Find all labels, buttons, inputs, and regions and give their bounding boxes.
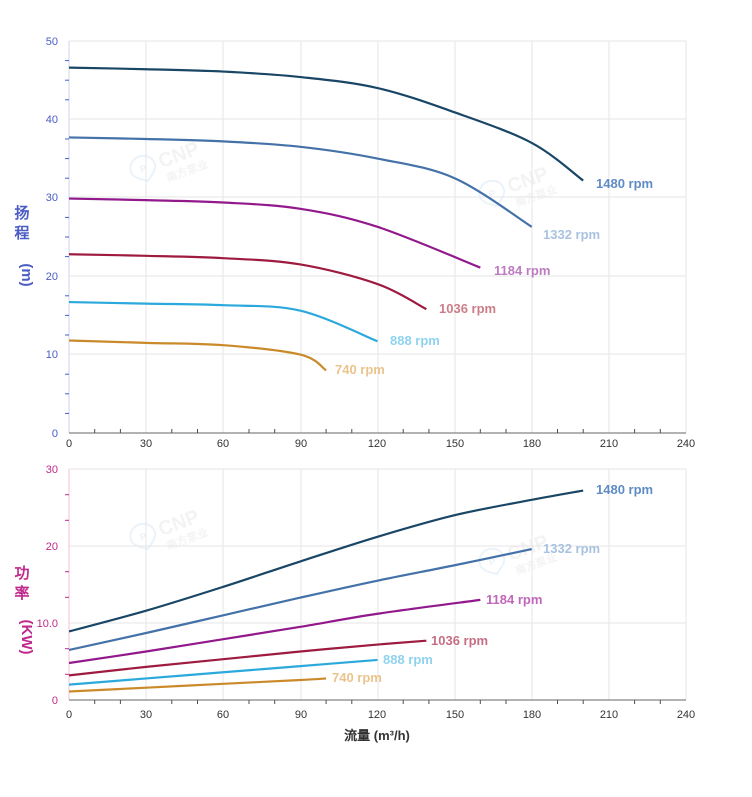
svg-text:150: 150: [446, 709, 464, 721]
svg-text:740 rpm: 740 rpm: [332, 670, 382, 685]
svg-text:流量 (m³/h): 流量 (m³/h): [344, 728, 410, 743]
svg-text:40: 40: [46, 114, 58, 126]
svg-text:210: 210: [600, 438, 618, 450]
svg-text:30: 30: [140, 438, 152, 450]
svg-text:(KW): (KW): [18, 620, 35, 655]
svg-text:120: 120: [368, 438, 386, 450]
svg-text:60: 60: [217, 709, 229, 721]
svg-text:740 rpm: 740 rpm: [335, 362, 385, 377]
svg-text:30: 30: [140, 709, 152, 721]
svg-text:30: 30: [46, 192, 58, 204]
svg-text:1332 rpm: 1332 rpm: [543, 541, 600, 556]
svg-text:1480 rpm: 1480 rpm: [596, 482, 653, 497]
svg-text:60: 60: [217, 438, 229, 450]
svg-text:0: 0: [66, 709, 72, 721]
svg-text:90: 90: [295, 438, 307, 450]
svg-text:210: 210: [600, 709, 618, 721]
svg-text:1332 rpm: 1332 rpm: [543, 227, 600, 242]
svg-text:20: 20: [46, 541, 58, 553]
svg-text:240: 240: [677, 438, 695, 450]
svg-text:888 rpm: 888 rpm: [383, 652, 433, 667]
svg-text:0: 0: [52, 695, 58, 707]
svg-text:0: 0: [52, 428, 58, 440]
svg-text:1184 rpm: 1184 rpm: [486, 592, 542, 607]
svg-text:120: 120: [368, 709, 386, 721]
svg-text:1480 rpm: 1480 rpm: [596, 176, 653, 191]
svg-text:1036 rpm: 1036 rpm: [431, 633, 488, 648]
svg-text:30: 30: [46, 464, 58, 476]
svg-text:0: 0: [66, 438, 72, 450]
svg-text:扬: 扬: [14, 204, 29, 222]
svg-text:50: 50: [46, 36, 58, 48]
svg-text:10: 10: [46, 349, 58, 361]
svg-text:180: 180: [523, 709, 541, 721]
svg-text:240: 240: [677, 709, 695, 721]
svg-text:20: 20: [46, 271, 58, 283]
svg-text:180: 180: [523, 438, 541, 450]
svg-text:90: 90: [295, 709, 307, 721]
svg-text:1184 rpm: 1184 rpm: [494, 263, 550, 278]
svg-text:888 rpm: 888 rpm: [390, 333, 440, 348]
svg-text:150: 150: [446, 438, 464, 450]
svg-text:(m): (m): [18, 263, 35, 286]
svg-text:1036 rpm: 1036 rpm: [439, 301, 496, 316]
svg-text:程: 程: [14, 225, 29, 242]
svg-text:率: 率: [14, 584, 29, 602]
svg-text:功: 功: [14, 565, 29, 582]
svg-text:10.0: 10.0: [37, 618, 58, 630]
